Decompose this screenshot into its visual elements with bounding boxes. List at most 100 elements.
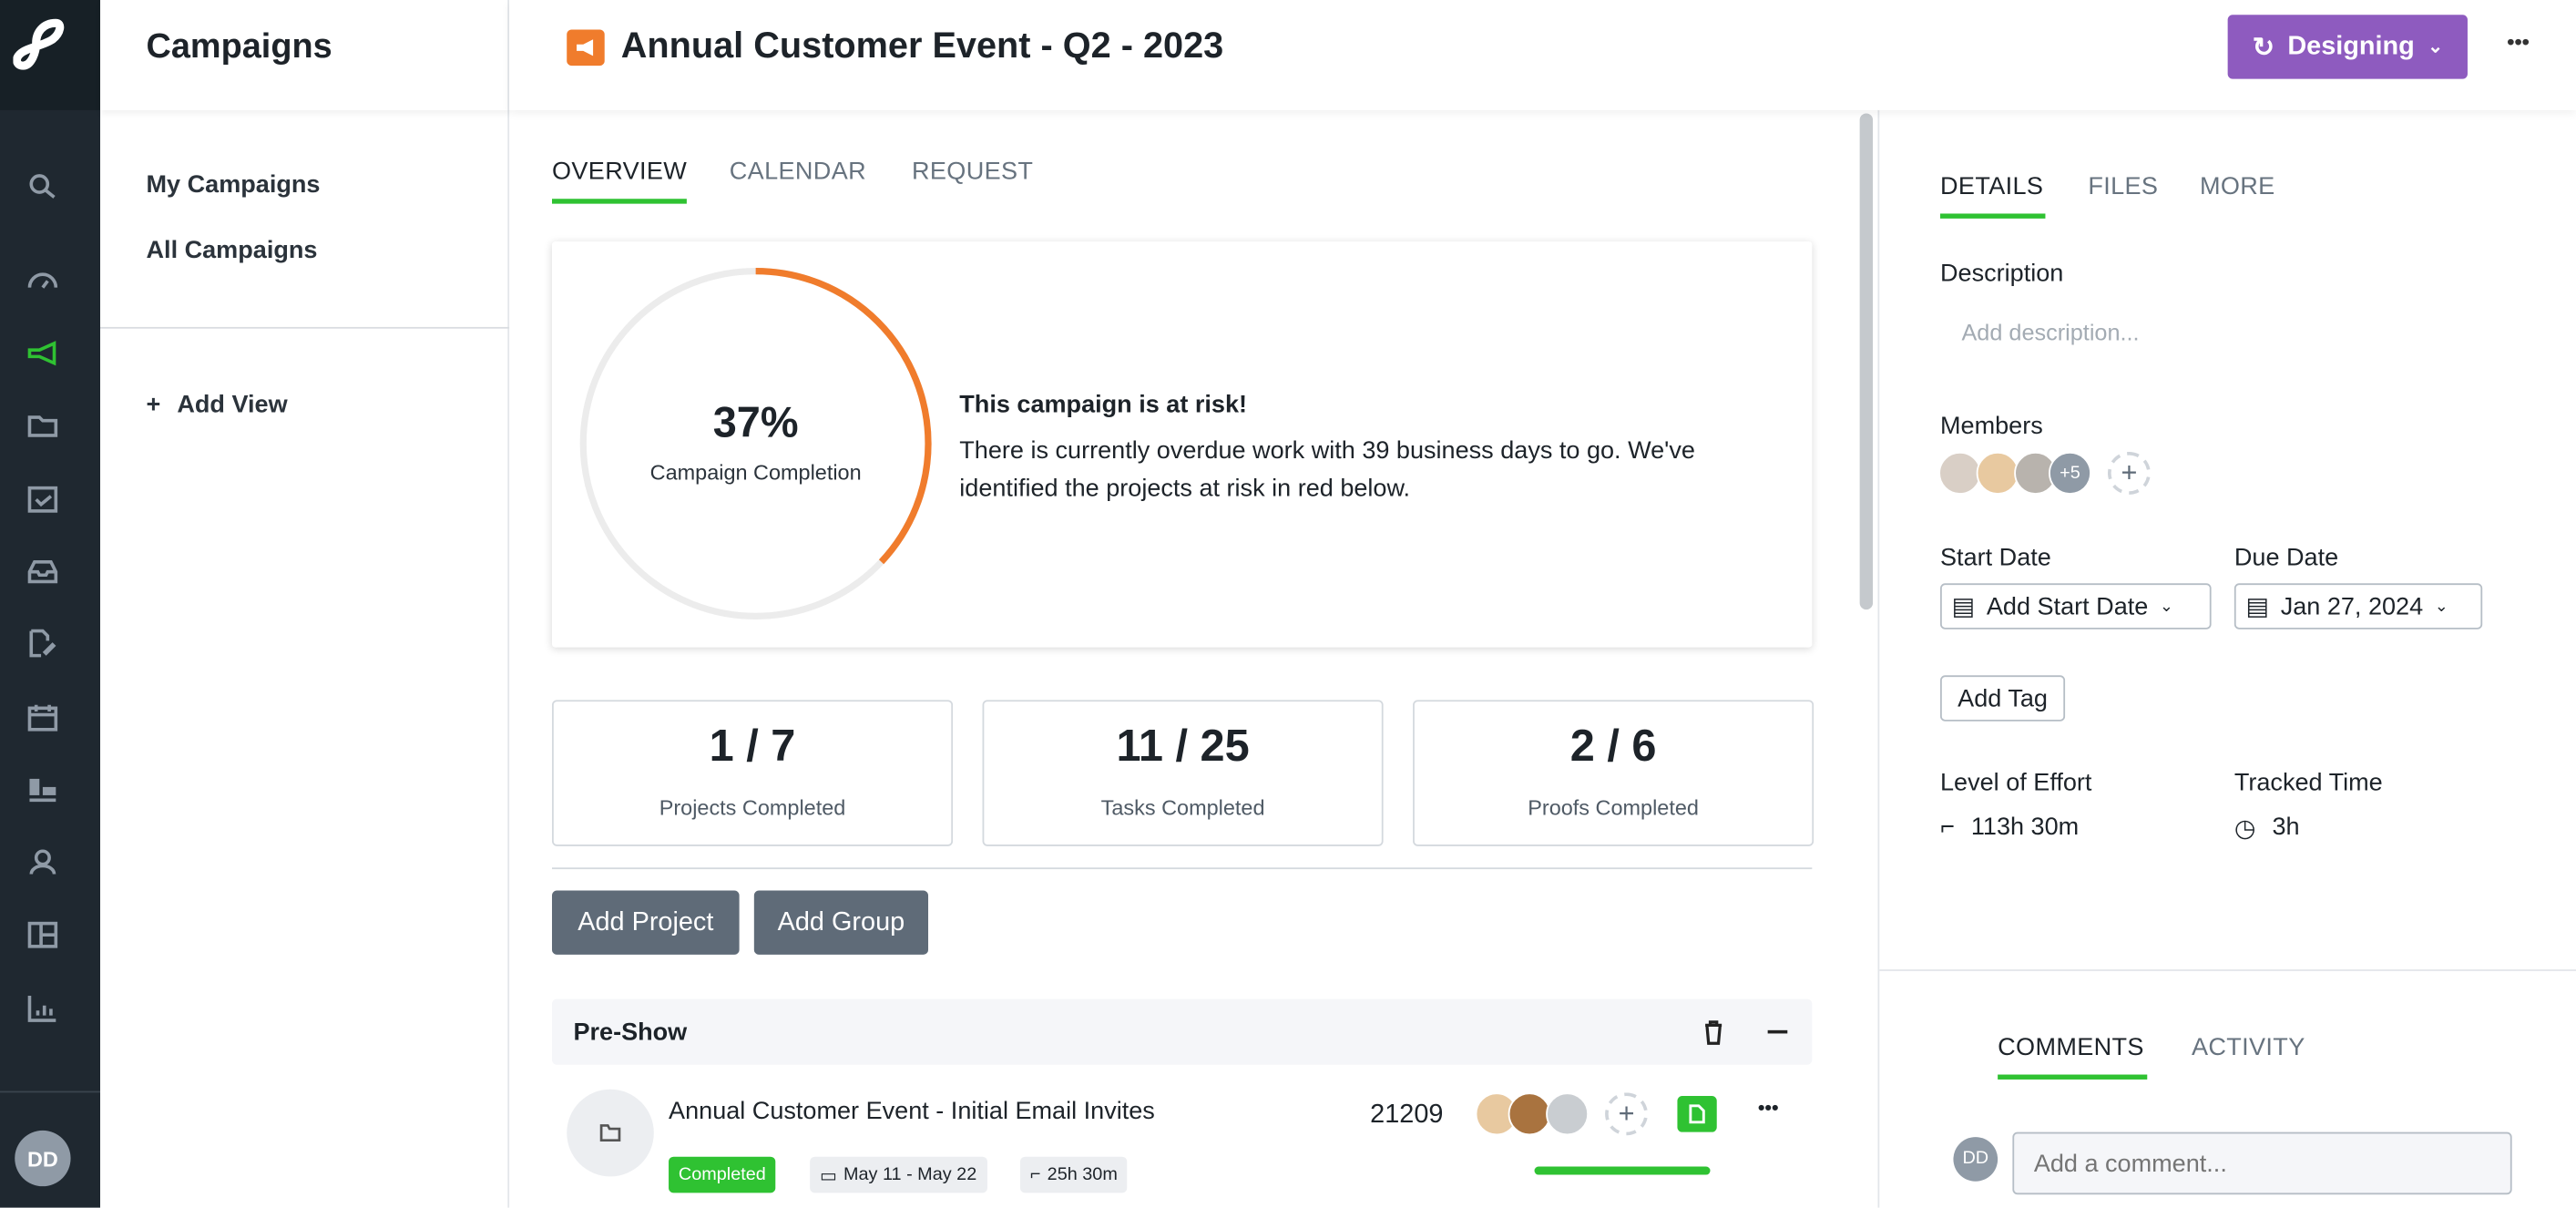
tab-details[interactable]: DETAILS bbox=[1940, 172, 2044, 201]
description-label: Description bbox=[1940, 259, 2064, 288]
completion-percent: 37% bbox=[712, 397, 799, 447]
effort-value-row: ⌐ 113h 30m bbox=[1940, 814, 2079, 842]
plus-icon: + bbox=[146, 391, 161, 419]
date-range-badge: ▭ May 11 - May 22 bbox=[810, 1156, 987, 1193]
tasks-check-icon[interactable] bbox=[25, 481, 61, 517]
folder-icon bbox=[599, 1124, 621, 1142]
start-date-value: Add Start Date bbox=[1986, 592, 2149, 620]
search-icon[interactable] bbox=[25, 168, 61, 204]
chevron-down-icon: ⌄ bbox=[2428, 37, 2443, 58]
effort-label: Level of Effort bbox=[1940, 769, 2092, 797]
chevron-down-icon: ⌄ bbox=[2159, 597, 2174, 616]
tab-activity[interactable]: ACTIVITY bbox=[2191, 1033, 2305, 1062]
more-options-button[interactable]: ••• bbox=[2507, 29, 2530, 55]
stat-projects: 1 / 7 Projects Completed bbox=[551, 700, 954, 846]
campaigns-megaphone-icon[interactable] bbox=[25, 335, 61, 372]
tab-underline bbox=[1998, 1074, 2148, 1080]
add-view-button[interactable]: + Add View bbox=[147, 391, 288, 419]
divider bbox=[551, 867, 1813, 870]
tab-overview[interactable]: OVERVIEW bbox=[551, 158, 688, 186]
scrollbar[interactable] bbox=[1859, 113, 1874, 610]
project-id: 21209 bbox=[1370, 1101, 1444, 1130]
risk-title: This campaign is at risk! bbox=[959, 391, 1248, 419]
divider bbox=[1879, 969, 2576, 971]
tab-request[interactable]: REQUEST bbox=[911, 158, 1034, 186]
tab-comments[interactable]: COMMENTS bbox=[1998, 1033, 2144, 1062]
sidebar-item-all-campaigns[interactable]: All Campaigns bbox=[146, 236, 318, 265]
member-avatar bbox=[1508, 1092, 1551, 1136]
calendar-icon[interactable] bbox=[25, 700, 61, 736]
inbox-icon[interactable] bbox=[25, 554, 61, 590]
tracked-label: Tracked Time bbox=[2234, 769, 2383, 797]
campaign-header: Annual Customer Event - Q2 - 2023 ↻ Desig… bbox=[509, 0, 2576, 110]
add-tag-button[interactable]: Add Tag bbox=[1940, 675, 2066, 722]
effort-value: 25h 30m bbox=[1047, 1164, 1118, 1185]
projects-folder-icon[interactable] bbox=[25, 407, 61, 444]
add-member-button[interactable]: + bbox=[1605, 1092, 1648, 1136]
project-row[interactable]: Annual Customer Event - Initial Email In… bbox=[552, 1080, 1812, 1208]
tab-calendar[interactable]: CALENDAR bbox=[729, 158, 867, 186]
collapse-icon[interactable] bbox=[1767, 1029, 1788, 1034]
tracked-value: 3h bbox=[2272, 813, 2300, 842]
stat-label: Tasks Completed bbox=[1100, 794, 1265, 820]
trash-icon[interactable] bbox=[1702, 1019, 1724, 1045]
app-nav: DD bbox=[0, 0, 101, 1208]
due-date-dropdown[interactable]: ▤ Jan 27, 2024 ⌄ bbox=[2234, 583, 2483, 630]
campaigns-sidebar: Campaigns My Campaigns All Campaigns + Ad… bbox=[100, 0, 510, 1208]
add-group-button[interactable]: Add Group bbox=[753, 890, 929, 955]
status-label: Designing bbox=[2287, 32, 2415, 60]
add-project-button[interactable]: Add Project bbox=[551, 890, 740, 955]
stat-value: 1 / 7 bbox=[709, 721, 796, 771]
stat-proofs: 2 / 6 Proofs Completed bbox=[1413, 700, 1814, 846]
people-icon[interactable] bbox=[25, 845, 61, 881]
tracked-value-row: ◷ 3h bbox=[2234, 814, 2300, 843]
user-avatar[interactable]: DD bbox=[15, 1130, 71, 1187]
nav-divider bbox=[0, 1090, 101, 1093]
stat-label: Proofs Completed bbox=[1528, 794, 1699, 820]
member-avatar bbox=[1976, 451, 2019, 495]
effort-stairs-icon: ⌐ bbox=[1940, 813, 1955, 842]
chevron-down-icon: ⌄ bbox=[2434, 597, 2448, 616]
group-header: Pre-Show bbox=[551, 998, 1813, 1065]
effort-stairs-icon: ⌐ bbox=[1029, 1164, 1041, 1185]
progress-bar bbox=[1534, 1166, 1711, 1175]
member-avatar bbox=[1938, 451, 1982, 495]
project-name[interactable]: Annual Customer Event - Initial Email In… bbox=[669, 1097, 1155, 1126]
progress-fill bbox=[1534, 1166, 1711, 1175]
proofs-icon[interactable] bbox=[25, 626, 61, 662]
row-more-button[interactable]: ••• bbox=[1757, 1095, 1779, 1120]
logo-icon bbox=[13, 18, 65, 70]
members-overflow-badge[interactable]: +5 bbox=[2049, 451, 2091, 495]
folder-status-icon[interactable] bbox=[1677, 1095, 1717, 1132]
logo[interactable] bbox=[0, 0, 101, 110]
completion-caption: Campaign Completion bbox=[649, 459, 862, 486]
group-name: Pre-Show bbox=[573, 1019, 688, 1047]
effort-value: 113h 30m bbox=[1970, 813, 2080, 842]
dashboard-gauge-icon[interactable] bbox=[25, 261, 61, 298]
comment-input[interactable] bbox=[2012, 1131, 2512, 1195]
comment-user-avatar: DD bbox=[1953, 1137, 1998, 1182]
tab-underline bbox=[1940, 213, 2046, 219]
start-date-dropdown[interactable]: ▤ Add Start Date ⌄ bbox=[1940, 583, 2212, 630]
project-avatar bbox=[567, 1089, 654, 1177]
reports-chart-icon[interactable] bbox=[25, 991, 61, 1028]
sidebar-item-my-campaigns[interactable]: My Campaigns bbox=[146, 170, 321, 200]
campaign-megaphone-icon bbox=[567, 29, 605, 67]
add-member-button[interactable]: + bbox=[2107, 451, 2151, 495]
tab-files[interactable]: FILES bbox=[2088, 172, 2159, 201]
stat-value: 2 / 6 bbox=[1569, 721, 1657, 771]
add-view-label: Add View bbox=[177, 391, 288, 419]
completion-donut bbox=[579, 267, 932, 619]
effort-badge: ⌐ 25h 30m bbox=[1020, 1156, 1128, 1193]
main-content: OVERVIEW CALENDAR REQUEST 37% Campaign C… bbox=[509, 110, 1877, 1208]
status-dropdown[interactable]: ↻ Designing ⌄ bbox=[2227, 15, 2468, 79]
completion-card: 37% Campaign Completion This campaign is… bbox=[551, 241, 1813, 648]
stat-label: Projects Completed bbox=[659, 794, 846, 820]
templates-layout-icon[interactable] bbox=[25, 916, 61, 953]
tab-more[interactable]: MORE bbox=[2199, 172, 2275, 201]
due-date-value: Jan 27, 2024 bbox=[2280, 592, 2424, 620]
sidebar-title: Campaigns bbox=[146, 27, 332, 67]
workload-icon[interactable] bbox=[25, 773, 61, 809]
description-input[interactable]: Add description... bbox=[1961, 318, 2140, 345]
calendar-icon: ▭ bbox=[819, 1165, 837, 1186]
